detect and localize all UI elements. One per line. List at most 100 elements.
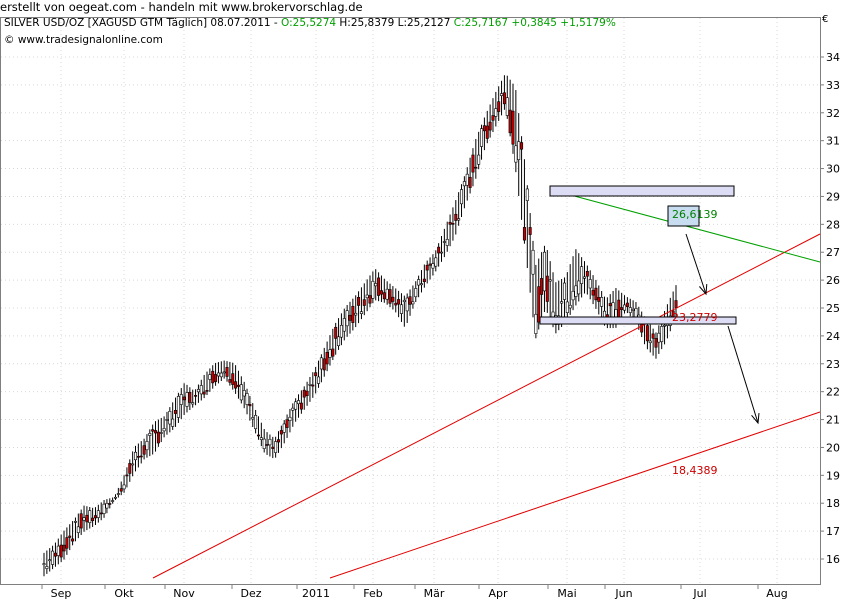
candle-body	[628, 307, 632, 313]
candle-body	[417, 279, 421, 286]
candle-body	[645, 325, 649, 342]
candle-body	[145, 441, 149, 451]
down-arrow-short	[685, 233, 707, 295]
candle-body	[65, 537, 69, 549]
candle-body	[574, 285, 578, 297]
candle-body	[339, 324, 343, 338]
candle-body	[391, 296, 395, 302]
candle-body	[540, 278, 544, 295]
candle-body	[208, 374, 212, 380]
header-high: H:25,8379	[339, 17, 394, 29]
candle-body	[311, 384, 315, 387]
candle-body	[651, 333, 655, 339]
candle-body	[108, 503, 112, 505]
candle-body	[428, 263, 432, 266]
candle-body	[597, 297, 601, 302]
candle-body	[334, 326, 338, 339]
y-tick-label: 22	[826, 386, 840, 399]
candle-body	[382, 292, 386, 300]
candle-body	[239, 384, 243, 401]
candle-body	[357, 297, 361, 306]
candle-body	[248, 404, 252, 407]
candle-body	[660, 326, 664, 342]
x-tick-label: Nov	[173, 587, 195, 600]
candle-body	[385, 288, 389, 300]
candle-body	[317, 376, 321, 384]
candle-body	[414, 288, 418, 298]
candle-body	[211, 370, 215, 384]
candle-body	[394, 302, 398, 306]
candle-body	[440, 251, 444, 254]
y-tick-label: 33	[826, 79, 840, 92]
candle-body	[431, 263, 435, 269]
down-arrow-long-head	[751, 413, 760, 425]
candle-body	[102, 503, 106, 514]
candle-body	[488, 121, 492, 131]
candle-body	[279, 430, 283, 435]
down-arrow-short-head	[699, 283, 708, 296]
candle-body	[331, 348, 335, 357]
y-tick-label: 24	[826, 330, 840, 343]
candle-body	[128, 463, 132, 474]
support-line-upper	[152, 233, 821, 579]
candle-body	[171, 418, 175, 427]
candle-body	[508, 109, 512, 134]
candle-body	[53, 552, 57, 557]
candle-body	[591, 290, 595, 296]
x-tick-label: Mär	[424, 587, 445, 600]
candle-body	[388, 289, 392, 304]
candle-body	[580, 266, 584, 284]
y-tick-label: 31	[826, 135, 840, 148]
candle-body	[76, 526, 80, 533]
candle-body	[42, 563, 46, 566]
candle-body	[460, 189, 464, 205]
candle-body	[56, 545, 60, 556]
x-tick-label: Dez	[240, 587, 261, 600]
candle-body	[68, 535, 72, 538]
header-low: L:25,2127	[398, 17, 451, 29]
candle-body	[560, 301, 564, 304]
candle-body	[582, 276, 586, 279]
grid	[1, 18, 820, 584]
candle-body	[196, 389, 200, 393]
candle-body	[648, 340, 652, 344]
candle-body	[497, 101, 501, 112]
candle-body	[531, 249, 535, 275]
candle-body	[119, 488, 123, 492]
candle-body	[494, 108, 498, 117]
candle-body	[162, 428, 166, 432]
candle-body	[345, 310, 349, 327]
down-arrow-long	[727, 325, 759, 424]
candle-body	[262, 438, 266, 449]
candle-body	[93, 515, 97, 519]
target-box	[667, 205, 700, 227]
candle-body	[308, 383, 312, 386]
candle-body	[434, 257, 438, 267]
header-close: C:25,7167	[454, 17, 508, 29]
y-tick-label: 21	[826, 414, 840, 427]
candle-body	[165, 419, 169, 421]
candle-body	[568, 304, 572, 309]
candle-body	[85, 514, 89, 523]
candle-body	[397, 299, 401, 305]
candle-body	[482, 125, 486, 132]
candle-body	[408, 296, 412, 305]
candle-body	[48, 559, 52, 562]
candle-body	[442, 241, 446, 243]
candle-body	[600, 297, 604, 307]
candle-body	[276, 439, 280, 443]
candle-body	[45, 566, 49, 569]
candle-body	[199, 385, 203, 395]
candle-body	[520, 142, 524, 150]
candle-body	[465, 173, 469, 186]
candle-body	[236, 384, 240, 387]
y-tick-label: 18	[826, 497, 840, 510]
candle-body	[534, 313, 538, 334]
candle-body	[73, 521, 77, 523]
y-tick-label: 26	[826, 274, 840, 287]
candle-body	[202, 391, 206, 395]
header-open: O:25,5274	[281, 17, 336, 29]
x-tick-label: Apr	[488, 587, 508, 600]
candle-body	[91, 517, 95, 522]
candle-body	[79, 513, 83, 529]
